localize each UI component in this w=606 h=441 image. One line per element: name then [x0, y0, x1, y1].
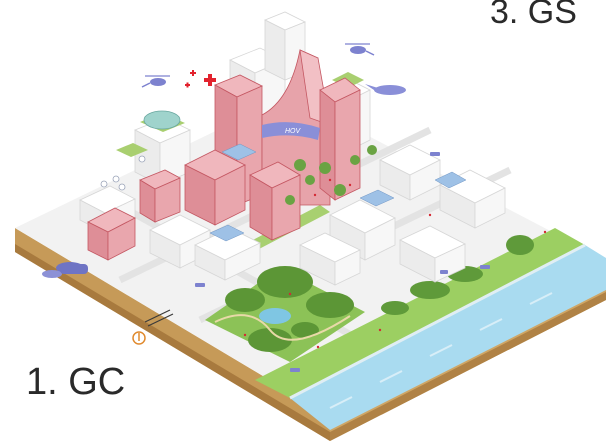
vehicles: [195, 152, 490, 372]
underground-cables: [144, 309, 174, 327]
river: [290, 245, 606, 430]
hov-lane: [262, 122, 320, 140]
highlighted-buildings: [87, 49, 361, 261]
label-gc: 1. GC: [26, 361, 126, 403]
river-edge: [289, 243, 586, 400]
rooftop-dishes: [100, 155, 146, 191]
hov-tag: HOV: [285, 128, 302, 135]
park-trees: [225, 266, 354, 352]
label-gs: 3. GS: [490, 0, 577, 31]
solar-panels: [209, 143, 467, 242]
thermometer-icon: [132, 331, 146, 345]
soil-layer-left-dark: [15, 244, 330, 441]
helicopter-icon: [345, 43, 375, 56]
soil-layer-right-dark: [330, 292, 606, 441]
street-trees: [285, 145, 377, 205]
dome-structure: [143, 110, 181, 130]
park-pond: [259, 308, 291, 324]
helicopter-icon: [141, 75, 170, 88]
underground-pipes: [42, 262, 88, 278]
drone-icon: [365, 84, 406, 95]
people: [243, 178, 547, 349]
medical-cross-icon: [185, 70, 216, 88]
river-embankment: [255, 228, 585, 398]
river-ripples: [329, 292, 553, 409]
park-path: [214, 314, 351, 341]
white-buildings: [79, 11, 506, 286]
